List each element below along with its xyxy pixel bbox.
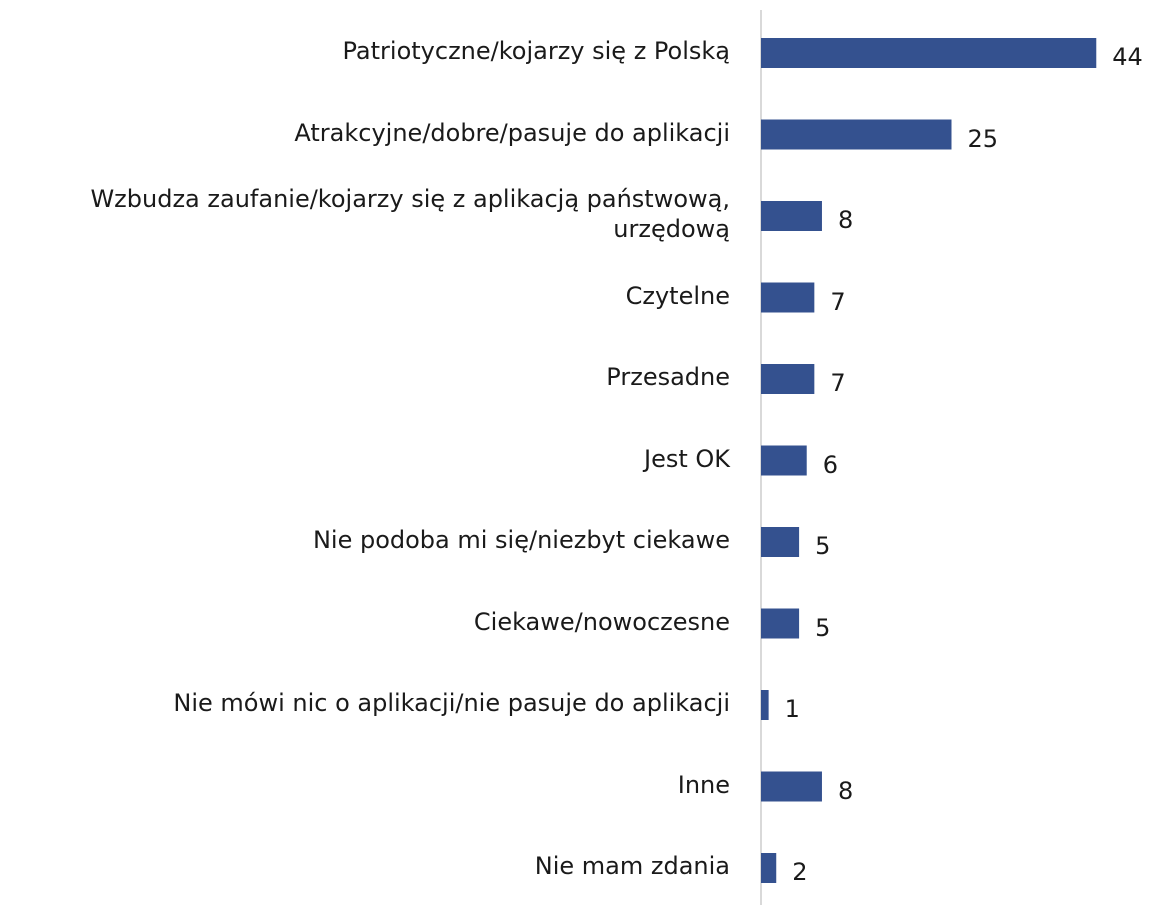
category-label: Jest OK: [643, 444, 730, 473]
category-label: Nie mam zdania: [534, 852, 730, 880]
bar: [761, 771, 822, 802]
value-label: 7: [830, 287, 846, 316]
bar: [761, 445, 807, 476]
bar: [761, 690, 769, 720]
category-label: Patriotyczne/kojarzy się z Polską: [342, 37, 730, 65]
value-label: 7: [830, 369, 846, 397]
category-label: Inne: [677, 770, 730, 799]
category-label: Nie mówi nic o aplikacji/nie pasuje do a…: [173, 689, 730, 717]
bar: [761, 364, 815, 394]
bar: [761, 282, 815, 313]
category-label: Wzbudza zaufanie/kojarzy się z aplikacją…: [90, 185, 730, 243]
value-label: 2: [792, 858, 808, 886]
bar: [761, 527, 800, 557]
value-label: 8: [837, 776, 854, 805]
category-label: Przesadne: [606, 363, 730, 391]
value-label: 6: [822, 450, 838, 479]
value-label: 8: [837, 206, 854, 234]
value-label: 1: [784, 695, 800, 723]
bar: [761, 201, 822, 231]
category-label: Nie podoba mi się/niezbyt ciekawe: [312, 526, 730, 554]
value-label: 5: [815, 613, 831, 642]
category-label: Czytelne: [625, 281, 730, 310]
bar: [761, 853, 777, 883]
bar: [761, 38, 1097, 68]
value-label: 5: [815, 532, 831, 560]
value-label: 44: [1112, 43, 1143, 71]
bar: [761, 608, 800, 639]
value-label: 25: [967, 124, 999, 153]
bar: [761, 119, 952, 150]
category-label: Ciekawe/nowoczesne: [473, 607, 730, 636]
category-label: Atrakcyjne/dobre/pasuje do aplikacji: [294, 118, 730, 147]
